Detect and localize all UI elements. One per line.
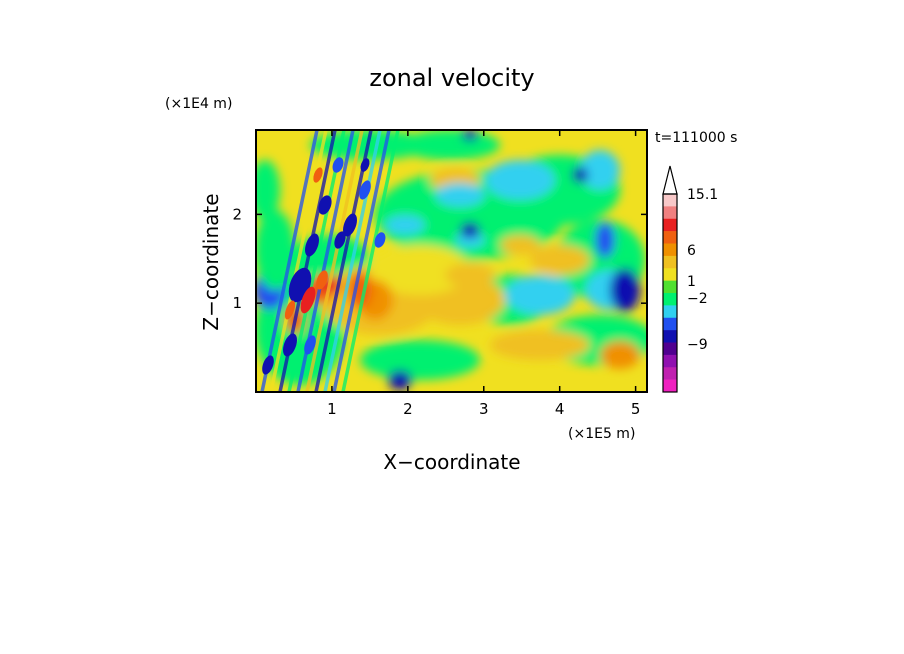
field-blob	[490, 330, 590, 360]
time-label: t=111000 s	[655, 130, 737, 146]
field-blob	[455, 232, 485, 248]
colorbar-top-arrow	[662, 165, 678, 195]
field-spot	[304, 335, 316, 355]
colorbar-segment	[663, 206, 677, 220]
field-blob	[505, 275, 575, 315]
field-spot-warm	[284, 300, 296, 320]
colorbar-segment	[663, 317, 677, 331]
colorbar-label: 1	[687, 274, 696, 290]
field-blob	[580, 150, 620, 190]
field-spot	[343, 213, 357, 237]
y-units-label: (×1E4 m)	[165, 96, 232, 112]
x-tick-label: 1	[327, 400, 337, 418]
field-blob	[385, 215, 425, 235]
colorbar-segment	[663, 354, 677, 368]
field-blob	[435, 183, 485, 207]
colorbar-label: −9	[687, 337, 708, 353]
wave-streak	[332, 130, 391, 392]
field-blob	[500, 235, 540, 255]
x-tick-label: 4	[555, 400, 565, 418]
wave-streak	[260, 130, 319, 392]
field-spot-warm	[300, 286, 316, 314]
field-blob	[610, 268, 640, 312]
colorbar-segment	[663, 231, 677, 244]
colorbar-segment	[663, 305, 677, 319]
velocity-field	[256, 130, 647, 392]
y-axis-label: Z−coordinate	[199, 193, 223, 330]
field-spot	[334, 231, 346, 249]
wave-streak	[305, 130, 364, 392]
y-tick-label: 1	[232, 294, 242, 312]
colorbar-segment	[663, 218, 677, 232]
wave-streak	[341, 130, 400, 392]
colorbar-frame	[662, 193, 678, 393]
colorbar-segment	[663, 379, 677, 393]
field-blob	[256, 210, 295, 290]
field-blob	[370, 245, 470, 295]
field-spot	[318, 195, 332, 215]
field-blob	[485, 160, 555, 200]
field-spot	[359, 180, 371, 200]
colorbar-segment	[663, 268, 677, 281]
colorbar-label: 6	[687, 243, 696, 259]
x-tick-label: 3	[479, 400, 489, 418]
field-blob	[400, 130, 500, 160]
y-axis: 12	[232, 205, 647, 312]
field-spot	[374, 232, 386, 248]
colorbar-label: 15.1	[687, 187, 718, 203]
field-blob	[360, 340, 480, 380]
field-blob	[388, 370, 412, 390]
colorbar-segment	[663, 293, 677, 306]
field-blob	[462, 130, 478, 141]
wave-streak	[314, 130, 373, 392]
x-tick-label: 5	[631, 400, 641, 418]
field-blob	[530, 245, 590, 275]
field-spot	[360, 158, 370, 172]
field-blob	[600, 341, 640, 369]
x-axis: 1 2 3 4 5	[327, 130, 640, 418]
colorbar-segment	[663, 243, 677, 257]
wave-streak	[287, 130, 346, 392]
colorbar-segment	[663, 330, 677, 343]
field-spot-warm	[313, 167, 323, 183]
colorbar-segment	[663, 367, 677, 380]
colorbar: 15.1 6 1−2 −9	[662, 165, 718, 393]
field-blob	[445, 263, 495, 287]
field-spot-warm	[316, 270, 328, 290]
field-blob	[256, 160, 280, 220]
field-blob	[572, 167, 588, 183]
wave-streak	[323, 130, 382, 392]
field-spot	[332, 157, 344, 173]
field-blob	[460, 222, 480, 238]
x-tick-label: 2	[403, 400, 413, 418]
colorbar-segment	[663, 194, 677, 207]
colorbar-segment	[663, 255, 677, 269]
field-spot	[305, 233, 319, 257]
colorbar-label: −2	[687, 291, 708, 307]
colorbar-segment	[663, 342, 677, 356]
x-units-label: (×1E5 m)	[568, 426, 635, 442]
chart-title: zonal velocity	[369, 64, 534, 92]
y-tick-label: 2	[232, 205, 242, 223]
field-blob	[595, 222, 615, 258]
x-axis-label: X−coordinate	[383, 450, 520, 474]
field-spot	[262, 355, 274, 375]
field-spot	[283, 333, 297, 357]
plot-frame	[255, 129, 648, 393]
colorbar-segment	[663, 280, 677, 294]
